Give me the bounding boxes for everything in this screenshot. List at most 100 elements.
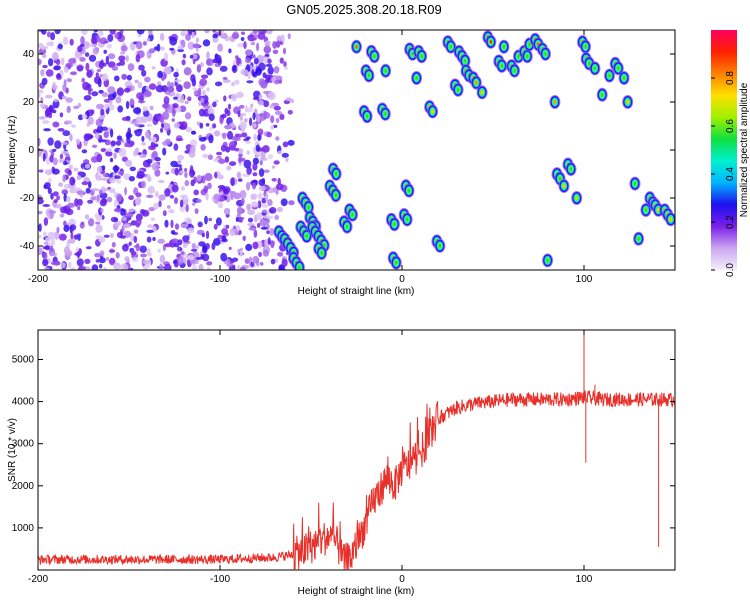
noise-speck xyxy=(180,251,185,255)
noise-speck xyxy=(84,258,91,265)
noise-speck xyxy=(212,123,217,129)
noise-speck xyxy=(264,53,270,57)
noise-speck xyxy=(120,263,128,270)
noise-speck xyxy=(229,122,235,127)
noise-speck xyxy=(79,222,85,229)
noise-speck xyxy=(253,123,257,128)
noise-speck xyxy=(206,261,213,266)
noise-speck xyxy=(230,191,234,201)
noise-speck xyxy=(107,53,116,60)
noise-speck xyxy=(76,258,84,267)
noise-speck xyxy=(241,198,245,205)
x-tick-label: 0 xyxy=(399,274,405,285)
noise-speck xyxy=(213,193,221,201)
noise-speck xyxy=(208,217,213,222)
spectral-blob xyxy=(622,95,634,109)
noise-speck xyxy=(73,105,80,110)
spectral-blob xyxy=(536,42,551,61)
noise-speck xyxy=(242,235,246,241)
noise-speck xyxy=(66,196,71,203)
spectral-blob xyxy=(327,162,342,181)
spectral-blob xyxy=(297,191,315,215)
noise-speck xyxy=(239,190,247,199)
spectral-blob xyxy=(380,63,392,78)
noise-speck xyxy=(255,67,262,76)
noise-speck xyxy=(282,47,287,55)
noise-speck xyxy=(50,192,54,200)
noise-speck xyxy=(187,96,192,102)
spectral-blob xyxy=(338,215,353,234)
noise-speck xyxy=(131,251,137,256)
noise-speck xyxy=(233,192,241,200)
noise-speck xyxy=(240,37,245,41)
noise-speck xyxy=(141,69,147,77)
noise-speck xyxy=(191,242,196,250)
noise-speck xyxy=(135,192,142,198)
noise-speck xyxy=(198,241,206,247)
noise-speck xyxy=(60,57,65,66)
noise-speck xyxy=(135,116,143,124)
noise-speck xyxy=(54,98,58,103)
noise-speck xyxy=(152,237,156,241)
noise-speck xyxy=(97,30,104,36)
noise-speck xyxy=(160,46,165,51)
noise-speck xyxy=(46,157,50,165)
noise-speck xyxy=(118,55,126,62)
noise-speck xyxy=(268,207,277,214)
noise-speck xyxy=(160,122,165,129)
noise-speck xyxy=(276,183,284,191)
noise-speck xyxy=(79,57,86,62)
spectral-blob xyxy=(659,203,675,227)
noise-speck xyxy=(90,109,95,114)
noise-speck xyxy=(43,217,49,226)
noise-speck xyxy=(258,168,265,177)
noise-speck xyxy=(76,189,84,196)
noise-speck xyxy=(70,267,76,270)
spectral-blob xyxy=(498,39,510,54)
noise-speck xyxy=(256,212,263,221)
noise-speck xyxy=(252,172,258,177)
noise-speck xyxy=(96,129,101,133)
noise-speck xyxy=(39,103,45,108)
noise-speck xyxy=(171,108,176,117)
noise-speck xyxy=(227,103,232,110)
noise-speck xyxy=(192,43,201,49)
noise-speck xyxy=(135,243,140,252)
noise-speck xyxy=(218,202,224,209)
noise-speck xyxy=(252,162,258,171)
noise-speck xyxy=(81,181,89,186)
noise-speck xyxy=(217,185,226,189)
noise-speck xyxy=(99,250,105,256)
spectral-blob xyxy=(629,176,641,191)
noise-speck xyxy=(77,205,81,211)
noise-speck xyxy=(120,51,126,55)
snr-spikes xyxy=(583,330,660,547)
noise-speck xyxy=(138,64,145,71)
noise-speck xyxy=(94,253,101,258)
noise-speck xyxy=(106,196,113,203)
noise-speck xyxy=(240,113,247,117)
noise-speck xyxy=(203,105,211,109)
noise-speck xyxy=(266,230,270,235)
noise-speck xyxy=(222,133,227,140)
noise-speck xyxy=(220,144,227,152)
noise-speck xyxy=(109,232,114,239)
noise-speck xyxy=(91,264,99,270)
noise-speck xyxy=(84,52,90,57)
noise-speck xyxy=(148,48,156,54)
noise-speck xyxy=(229,161,237,167)
noise-speck xyxy=(94,131,100,140)
noise-speck xyxy=(159,254,166,264)
noise-speck xyxy=(195,37,199,43)
noise-speck xyxy=(182,258,187,264)
noise-speck xyxy=(83,133,91,142)
noise-speck xyxy=(250,201,259,208)
noise-speck xyxy=(258,185,266,192)
noise-speck xyxy=(270,258,276,265)
noise-speck xyxy=(106,44,112,49)
noise-speck xyxy=(162,111,170,120)
noise-speck xyxy=(221,30,225,35)
noise-speck xyxy=(195,245,199,250)
noise-speck xyxy=(95,118,104,127)
noise-speck xyxy=(281,258,288,267)
